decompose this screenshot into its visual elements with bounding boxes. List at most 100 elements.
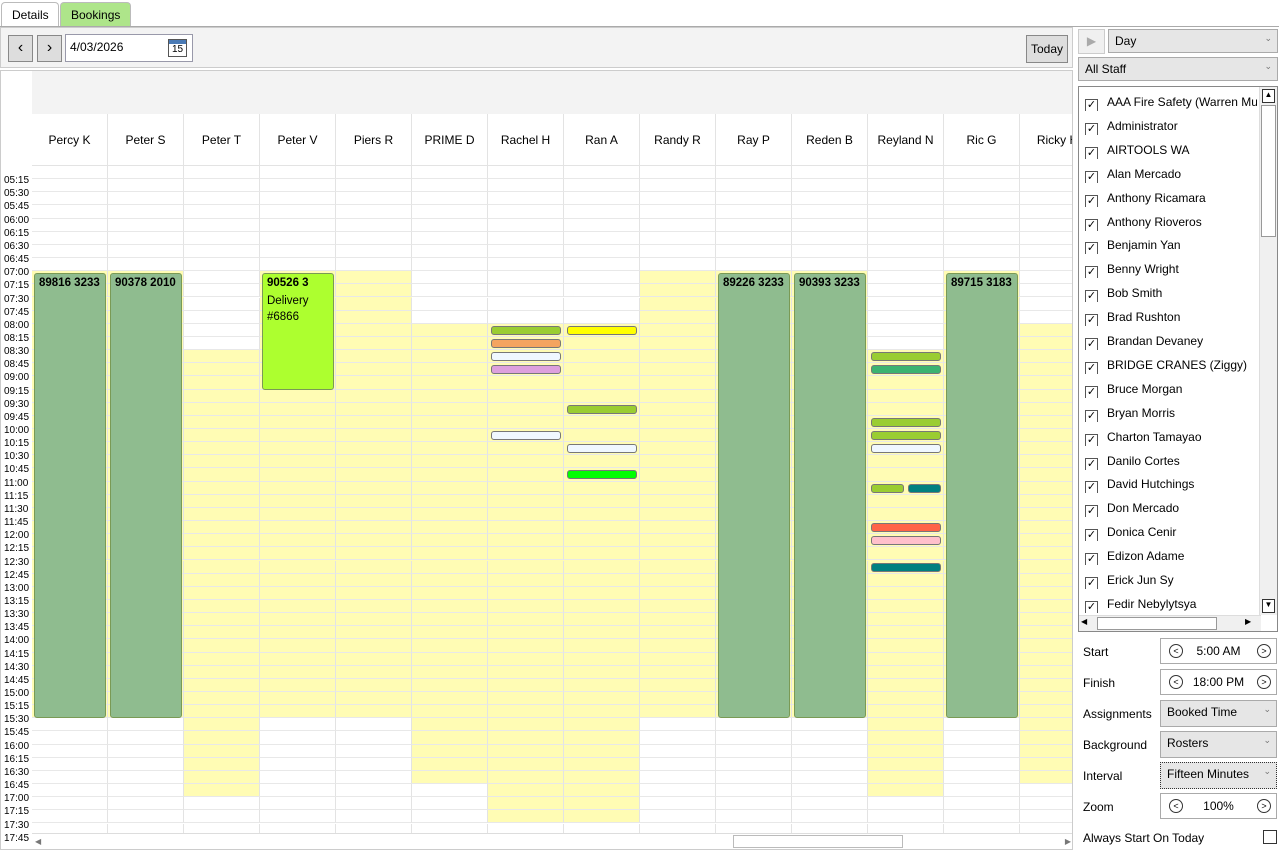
time-slot[interactable] <box>32 744 108 758</box>
time-slot[interactable] <box>336 258 412 272</box>
time-slot[interactable] <box>564 258 640 272</box>
view-select[interactable]: Day ⌄ <box>1108 29 1278 53</box>
time-slot[interactable] <box>792 797 868 811</box>
time-slot[interactable] <box>564 586 640 600</box>
booking-bar[interactable] <box>871 431 941 440</box>
time-slot[interactable] <box>184 599 260 614</box>
horizontal-scrollbar[interactable]: ◀ ▶ <box>32 833 1072 849</box>
time-slot[interactable] <box>640 468 716 482</box>
time-slot[interactable] <box>564 547 640 561</box>
time-slot[interactable] <box>868 613 944 627</box>
time-slot[interactable] <box>792 231 868 245</box>
time-slot[interactable] <box>944 179 1020 193</box>
time-slot[interactable] <box>488 521 564 535</box>
time-slot[interactable] <box>412 547 488 561</box>
checkbox-checked-icon[interactable]: ✓ <box>1085 194 1098 207</box>
time-slot[interactable] <box>640 705 716 719</box>
time-slot[interactable] <box>1020 429 1072 443</box>
time-slot[interactable] <box>336 718 412 732</box>
time-slot[interactable] <box>260 586 336 600</box>
background-select[interactable]: Rosters ⌄ <box>1160 731 1277 758</box>
booking-bar[interactable] <box>871 352 941 362</box>
time-slot[interactable] <box>1020 337 1072 351</box>
time-slot[interactable] <box>640 521 716 535</box>
time-slot[interactable] <box>260 665 336 679</box>
time-slot[interactable] <box>488 705 564 719</box>
time-slot[interactable] <box>868 586 944 600</box>
column-header[interactable]: Piers R <box>336 114 412 166</box>
time-slot[interactable] <box>336 310 412 324</box>
time-slot[interactable] <box>412 784 488 798</box>
time-slot[interactable] <box>184 731 260 745</box>
time-slot[interactable] <box>260 166 336 180</box>
time-slot[interactable] <box>488 639 564 653</box>
time-slot[interactable] <box>564 652 640 666</box>
time-slot[interactable] <box>488 179 564 193</box>
time-slot[interactable] <box>336 415 412 429</box>
time-slot[interactable] <box>944 231 1020 245</box>
staff-list-item[interactable]: ✓ Donica Cenir <box>1085 524 1257 542</box>
time-slot[interactable] <box>1020 311 1072 324</box>
time-slot[interactable] <box>108 770 184 785</box>
time-slot[interactable] <box>868 810 944 824</box>
play-button[interactable]: ▶ <box>1078 29 1105 54</box>
time-slot[interactable] <box>868 179 944 193</box>
staff-filter-select[interactable]: All Staff ⌄ <box>1078 57 1278 81</box>
column-header[interactable]: Peter V <box>260 114 336 166</box>
time-slot[interactable] <box>868 757 944 771</box>
time-slot[interactable] <box>944 731 1020 745</box>
checkbox-checked-icon[interactable]: ✓ <box>1085 385 1098 398</box>
time-slot[interactable] <box>260 810 336 824</box>
time-slot[interactable] <box>260 560 336 574</box>
time-slot[interactable] <box>336 639 412 653</box>
scroll-thumb[interactable] <box>1097 617 1217 630</box>
time-slot[interactable] <box>260 521 336 535</box>
time-slot[interactable] <box>32 166 108 180</box>
time-slot[interactable] <box>564 560 640 574</box>
staff-list-item[interactable]: ✓ Benny Wright <box>1085 261 1257 279</box>
time-slot[interactable] <box>488 271 564 285</box>
time-slot[interactable] <box>944 258 1020 272</box>
time-slot[interactable] <box>184 297 260 311</box>
time-slot[interactable] <box>336 389 412 403</box>
time-slot[interactable] <box>336 218 412 232</box>
time-slot[interactable] <box>944 166 1020 180</box>
time-slot[interactable] <box>488 810 564 824</box>
column-header[interactable]: Ricky H <box>1020 114 1072 166</box>
time-slot[interactable] <box>1020 666 1072 679</box>
time-slot[interactable] <box>640 692 716 706</box>
column-header[interactable]: Peter T <box>184 114 260 166</box>
time-slot[interactable] <box>564 231 640 245</box>
time-slot[interactable] <box>336 429 412 443</box>
time-slot[interactable] <box>260 652 336 666</box>
scroll-left-icon[interactable]: ◀ <box>35 837 42 846</box>
time-slot[interactable] <box>184 521 260 535</box>
staff-list-item[interactable]: ✓ Bryan Morris <box>1085 405 1257 422</box>
checkbox-checked-icon[interactable]: ✓ <box>1085 529 1098 542</box>
time-slot[interactable] <box>1020 376 1072 390</box>
booking-bar[interactable] <box>871 417 941 427</box>
time-slot[interactable] <box>336 678 412 692</box>
time-slot[interactable] <box>260 192 336 206</box>
staff-list-item[interactable]: ✓ Bruce Morgan <box>1085 381 1257 398</box>
time-slot[interactable] <box>1020 745 1072 758</box>
decrement-icon[interactable]: < <box>1169 644 1183 658</box>
time-slot[interactable] <box>32 258 108 272</box>
scroll-up-icon[interactable]: ▲ <box>1262 89 1275 103</box>
time-slot[interactable] <box>868 442 944 456</box>
time-slot[interactable] <box>184 692 260 706</box>
time-slot[interactable] <box>108 258 184 272</box>
time-slot[interactable] <box>184 507 260 522</box>
checkbox-checked-icon[interactable]: ✓ <box>1085 433 1098 446</box>
staff-list-item[interactable]: ✓ Erick Jun Sy <box>1085 572 1257 589</box>
time-slot[interactable] <box>260 205 336 219</box>
time-slot[interactable] <box>184 166 260 180</box>
time-slot[interactable] <box>868 429 944 443</box>
time-slot[interactable] <box>640 784 716 798</box>
time-slot[interactable] <box>868 507 944 522</box>
time-slot[interactable] <box>716 179 792 193</box>
time-slot[interactable] <box>336 652 412 666</box>
time-slot[interactable] <box>1020 705 1072 719</box>
time-slot[interactable] <box>336 613 412 627</box>
time-slot[interactable] <box>640 770 716 785</box>
